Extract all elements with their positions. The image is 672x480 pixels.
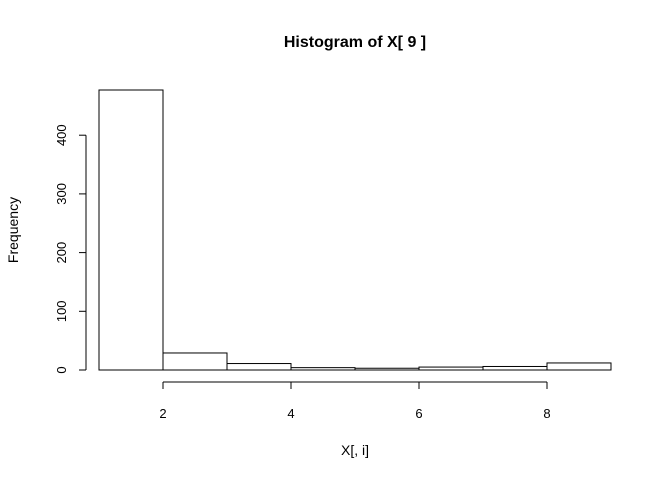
histogram-bar-6 — [418, 366, 484, 371]
x-tick-label-6: 6 — [415, 406, 422, 421]
y-tick-label-400: 400 — [54, 124, 69, 146]
bars-group — [98, 89, 612, 371]
y-tick-label-200: 200 — [54, 242, 69, 264]
histogram-bar-1 — [98, 89, 164, 371]
y-tick-label-0: 0 — [54, 366, 69, 373]
chart-title: Histogram of X[ 9 ] — [284, 34, 426, 51]
histogram-bar-7 — [482, 365, 548, 371]
histogram-bar-2 — [162, 352, 228, 371]
y-axis: 0 100 200 300 400 — [54, 124, 87, 374]
histogram-bar-8 — [546, 362, 612, 371]
y-tick-label-100: 100 — [54, 300, 69, 322]
x-axis-label: X[, i] — [341, 442, 369, 458]
x-tick-label-2: 2 — [159, 406, 166, 421]
x-axis: 2 4 6 8 — [159, 381, 551, 421]
y-axis-label: Frequency — [5, 197, 21, 263]
x-tick-label-4: 4 — [287, 406, 294, 421]
y-tick-label-300: 300 — [54, 183, 69, 205]
histogram-bar-3 — [226, 363, 292, 371]
histogram-bar-5 — [354, 367, 420, 371]
histogram-bar-4 — [290, 367, 356, 371]
x-tick-label-8: 8 — [543, 406, 550, 421]
